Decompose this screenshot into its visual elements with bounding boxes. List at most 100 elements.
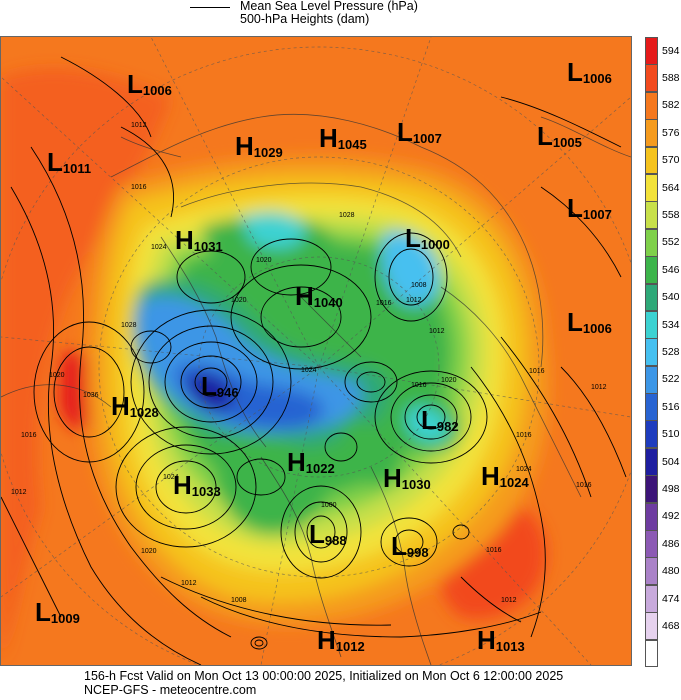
pressure-center: L1009 <box>35 597 80 627</box>
pressure-center: H1013 <box>477 625 525 655</box>
pressure-center: H1012 <box>317 625 365 655</box>
colorbar-swatch <box>645 530 658 558</box>
colorbar-swatch <box>645 393 658 421</box>
isobar-label: 1000 <box>321 502 337 509</box>
colorbar-label: 558 <box>662 209 680 222</box>
isobar-label: 1024 <box>516 466 532 473</box>
colorbar-swatch <box>645 146 658 175</box>
colorbar-swatch <box>645 420 658 449</box>
pressure-center: L946 <box>201 371 239 401</box>
colorbar-swatch <box>645 283 658 312</box>
colorbar-label: 504 <box>662 455 680 468</box>
pressure-centers: L1006 L1006 L1011 H1029 H1045 L1007 L100… <box>35 57 612 655</box>
colorbar-label: 474 <box>662 592 680 605</box>
title-heights: 500-hPa Heights (dam) <box>240 12 370 26</box>
pressure-center: H1029 <box>235 131 283 161</box>
pressure-center: L1006 <box>567 57 612 87</box>
map-canvas: 1012 1016 1024 1028 1020 1036 1016 1024 … <box>1 37 631 665</box>
colorbar-label: 480 <box>662 565 680 578</box>
graticule <box>1 37 631 665</box>
isobar-label: 1036 <box>83 392 99 399</box>
header: Mean Sea Level Pressure (hPa) 500-hPa He… <box>0 0 681 36</box>
pressure-center: H1028 <box>111 391 159 421</box>
isobar-label: 1020 <box>441 377 457 384</box>
pressure-contour-legend-line <box>190 7 230 8</box>
colorbar-swatch <box>645 310 658 339</box>
colorbar-swatch <box>645 228 658 257</box>
isobar-label: 1024 <box>301 367 317 374</box>
source-text: NCEP-GFS - meteocentre.com <box>84 683 257 697</box>
isobar-label: 1016 <box>486 547 502 554</box>
pressure-center: L1006 <box>567 307 612 337</box>
colorbar-label: 552 <box>662 236 680 249</box>
isobar-label: 1028 <box>339 212 355 219</box>
colorbar-swatch <box>645 447 658 476</box>
colorbar-label: 528 <box>662 346 680 358</box>
isobar-label: 1012 <box>131 122 147 129</box>
colorbar-label: 498 <box>662 482 680 495</box>
pressure-center: H1033 <box>173 470 221 500</box>
height-colorbar: 594 588 582 576 570 564 558 552 546 540 534 528 522 5… <box>645 37 681 668</box>
isobar-label: 1024 <box>163 474 179 481</box>
colorbar-label: 468 <box>662 619 680 632</box>
pressure-center: L1000 <box>405 223 450 253</box>
pressure-center: H1031 <box>175 225 223 255</box>
isobar-label: 1012 <box>181 580 197 587</box>
colorbar-swatch <box>645 256 658 285</box>
colorbar-swatch <box>645 338 658 367</box>
pressure-center: L1007 <box>397 117 442 147</box>
forecast-valid-text: 156-h Fcst Valid on Mon Oct 13 00:00:00 … <box>84 669 564 683</box>
pressure-center: H1022 <box>287 447 335 477</box>
colorbar-swatch <box>645 475 658 504</box>
colorbar-label: 516 <box>662 400 680 413</box>
colorbar-label: 540 <box>662 291 680 304</box>
isobar-label: 1020 <box>49 372 65 379</box>
pressure-center: L1007 <box>567 193 612 223</box>
colorbar-label: 522 <box>662 373 680 386</box>
colorbar-swatch <box>645 639 658 668</box>
colorbar-swatch <box>645 557 658 586</box>
pressure-center: H1045 <box>319 123 367 153</box>
isobar-label: 1012 <box>501 597 517 604</box>
pressure-center: L998 <box>391 531 429 561</box>
pressure-center: L988 <box>309 519 347 549</box>
pressure-center: L1005 <box>537 121 582 151</box>
colorbar-label: 570 <box>662 154 680 167</box>
colorbar-label: 546 <box>662 263 680 276</box>
colorbar-label: 588 <box>662 72 680 85</box>
isobar-label: 1016 <box>131 184 147 191</box>
isobar-label: 1028 <box>121 322 137 329</box>
colorbar-swatch <box>645 91 658 120</box>
colorbar-swatch <box>645 64 658 93</box>
pressure-center: H1030 <box>383 463 431 493</box>
isobar-labels: 1012 1016 1024 1028 1020 1036 1016 1024 … <box>11 122 607 604</box>
isobar-label: 1012 <box>591 384 607 391</box>
isobar-label: 1016 <box>376 300 392 307</box>
pressure-center: L1011 <box>47 147 91 177</box>
colorbar-swatch <box>645 201 658 230</box>
pressure-center: H1024 <box>481 461 529 491</box>
isobar-label: 1016 <box>411 382 427 389</box>
colorbar-label: 582 <box>662 99 680 112</box>
colorbar-swatch <box>645 119 658 148</box>
colorbar-label: 576 <box>662 126 680 139</box>
colorbar-label: 510 <box>662 428 680 441</box>
colorbar-label: 534 <box>662 318 680 331</box>
colorbar-swatch <box>645 584 658 613</box>
isobar-label: 1016 <box>516 432 532 439</box>
weather-map: 1012 1016 1024 1028 1020 1036 1016 1024 … <box>0 36 632 666</box>
isobar-label: 1012 <box>429 328 445 335</box>
height-shading <box>1 68 549 665</box>
title-mslp: Mean Sea Level Pressure (hPa) <box>240 0 418 13</box>
colorbar-swatch <box>645 502 658 531</box>
pressure-center: L982 <box>421 405 459 435</box>
isobar-label: 1020 <box>141 548 157 555</box>
colorbar-label: 594 <box>662 44 680 57</box>
colorbar-label: 492 <box>662 510 680 523</box>
footer: 156-h Fcst Valid on Mon Oct 13 00:00:00 … <box>0 668 681 700</box>
colorbar-label: 564 <box>662 181 680 194</box>
pressure-center: H1040 <box>295 281 343 311</box>
colorbar-swatch <box>645 365 658 394</box>
colorbar-label: 486 <box>662 537 680 550</box>
isobar-label: 1016 <box>529 368 545 375</box>
